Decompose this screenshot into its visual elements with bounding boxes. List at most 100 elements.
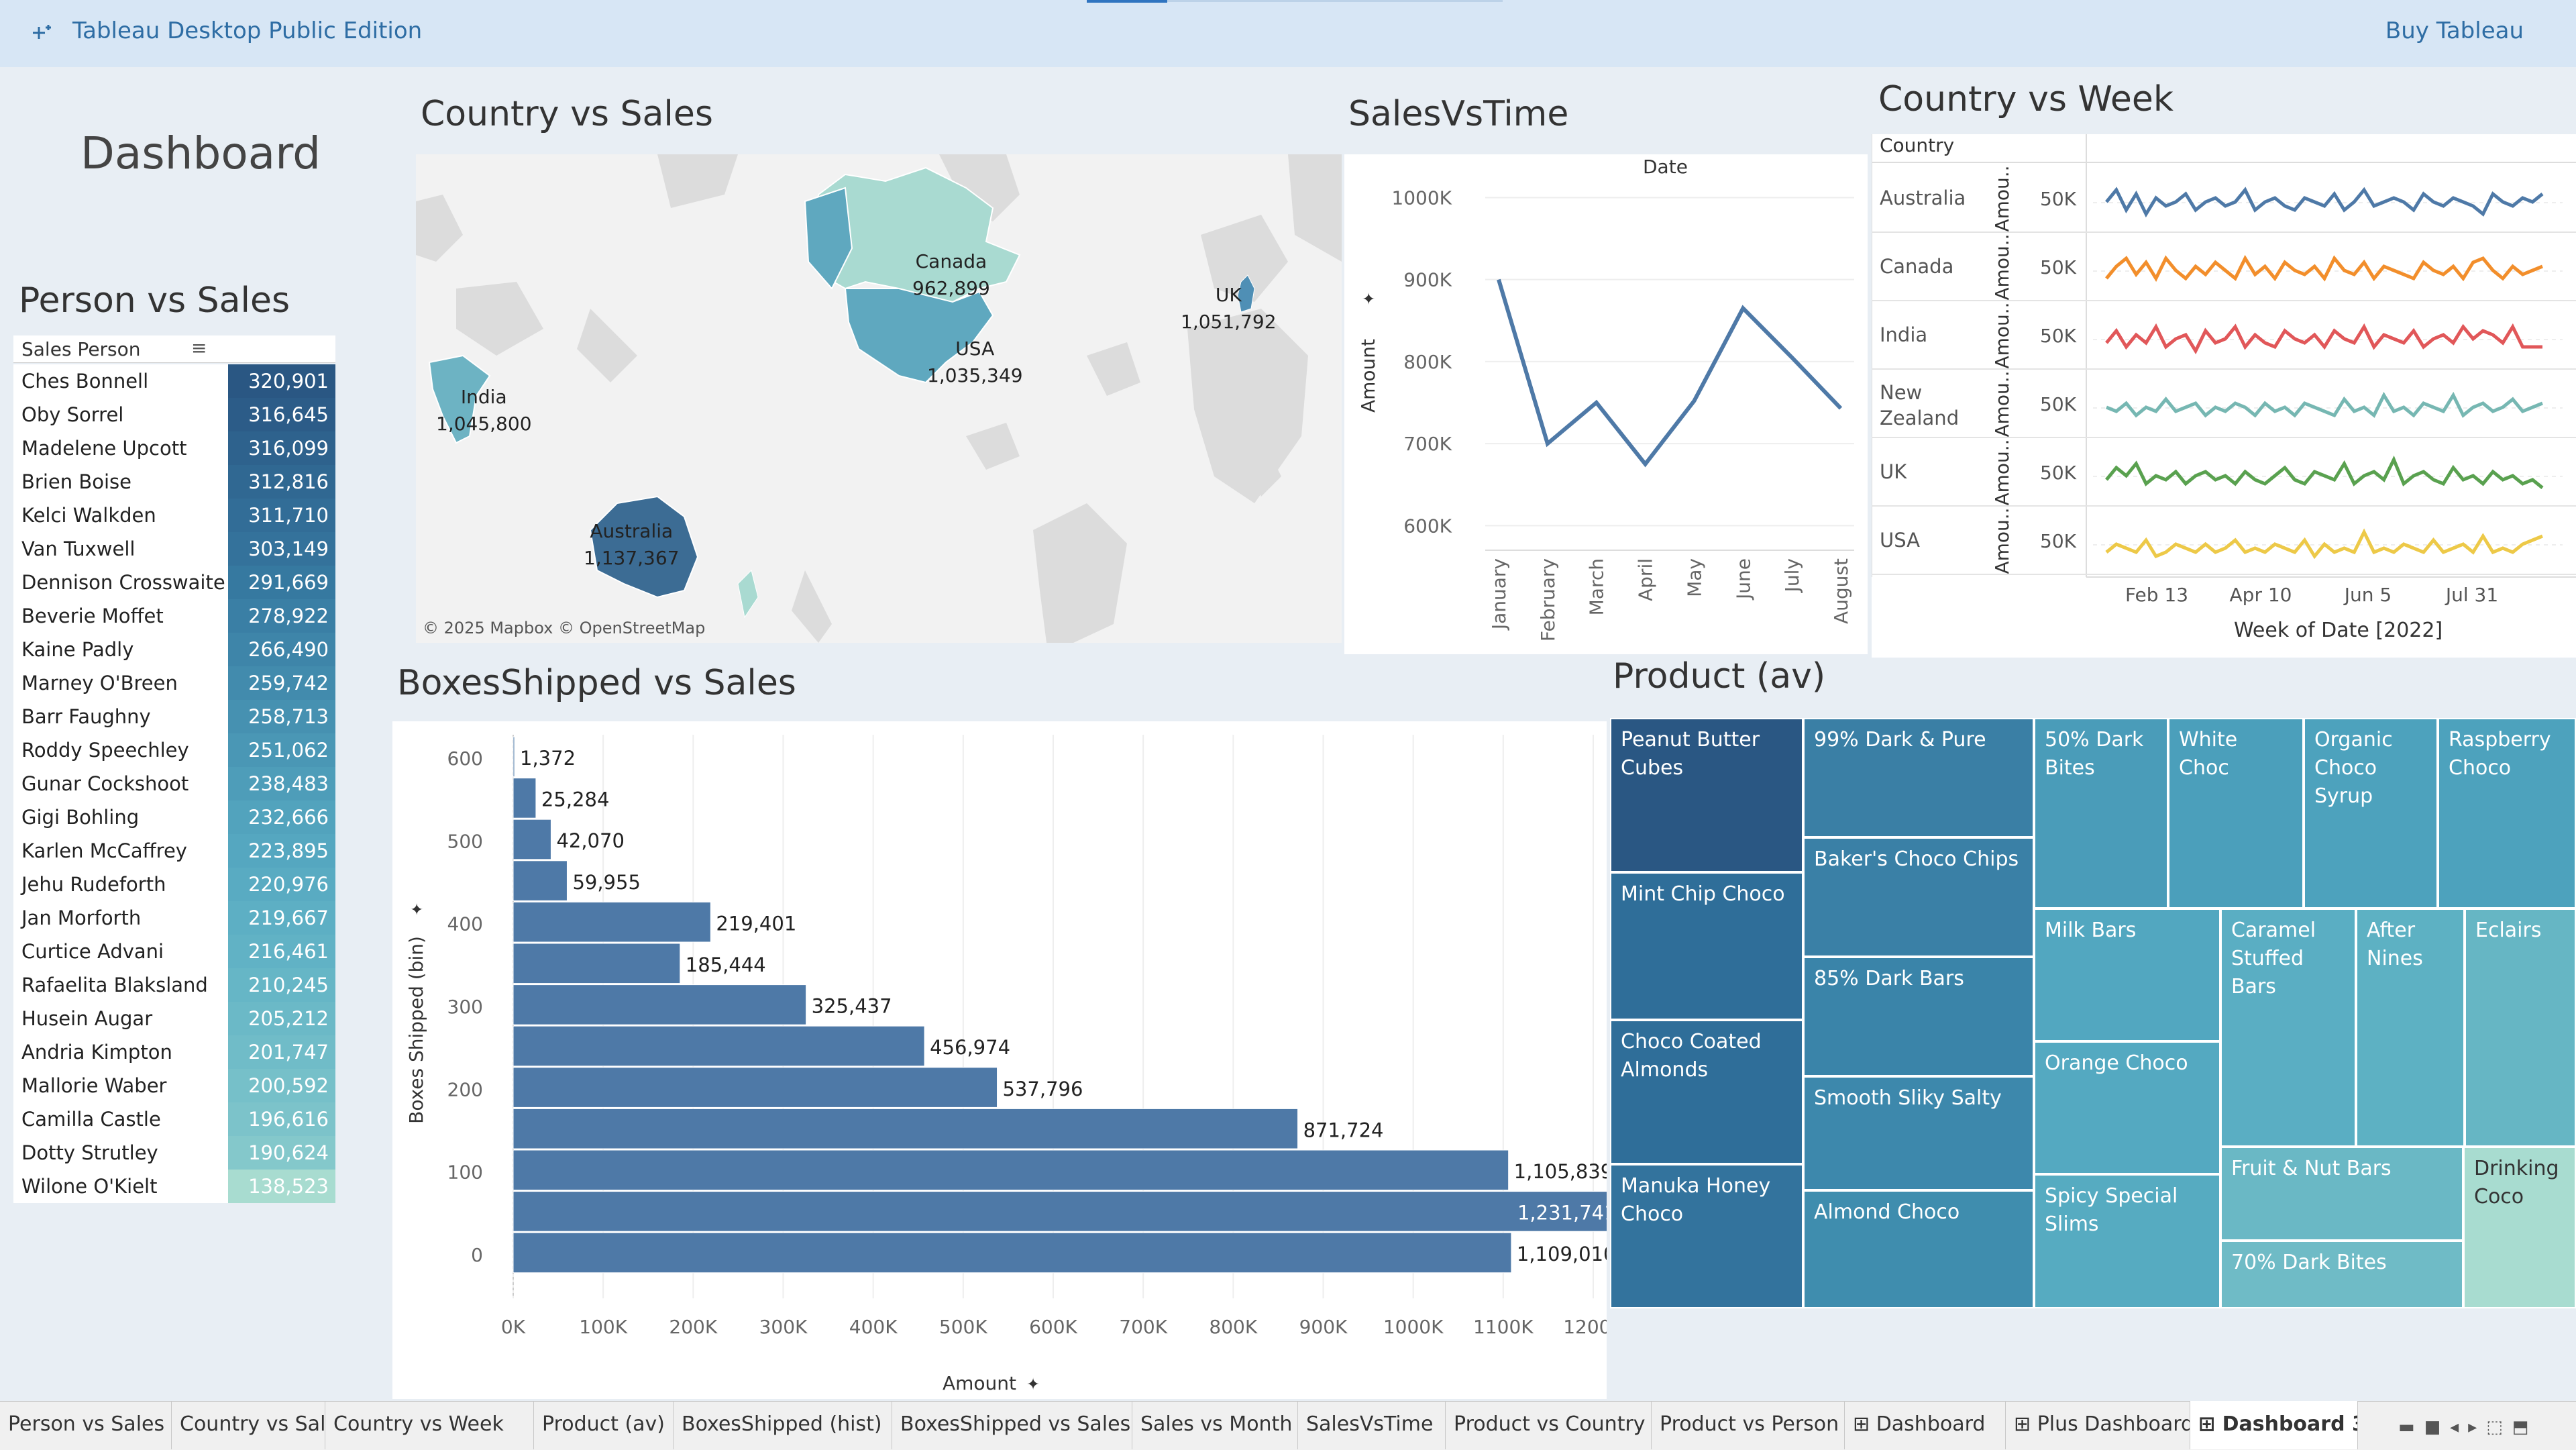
treemap-tile[interactable]: Caramel Stuffed Bars: [2220, 909, 2356, 1147]
treemap-tile[interactable]: Smooth Sliky Salty: [1803, 1076, 2034, 1190]
dashboard-title: Dashboard: [80, 127, 321, 179]
sheet-tab[interactable]: ⊞ Plus Dashboard: [2006, 1401, 2190, 1449]
sheet-tab[interactable]: Product (av): [534, 1401, 674, 1449]
treemap-tile[interactable]: Baker's Choco Chips: [1803, 837, 2034, 957]
treemap-tile[interactable]: Drinking Coco: [2463, 1147, 2576, 1308]
sheet-tab[interactable]: ⊞ Dashboard: [1845, 1401, 2006, 1449]
sales-person-name: Dotty Strutley: [21, 1141, 158, 1164]
treemap-tile[interactable]: Mint Chip Choco: [1610, 872, 1803, 1020]
sheet-tab[interactable]: Product vs Country: [1446, 1401, 1652, 1449]
country-name: India: [436, 384, 532, 411]
sales-person-name: Karlen McCaffrey: [21, 839, 187, 862]
y-axis-label: Amount: [1357, 339, 1379, 413]
tab-label: Sales vs Month: [1140, 1412, 1292, 1436]
x-tick-label: 200K: [669, 1316, 717, 1338]
treemap-tile[interactable]: Peanut Butter Cubes: [1610, 718, 1803, 872]
bar: [513, 1150, 1509, 1190]
sales-person-name: Husein Augar: [21, 1007, 152, 1030]
tab-nav-controls[interactable]: ▬■◂▸⬚⬒: [2398, 1417, 2538, 1437]
treemap-tile[interactable]: 50% Dark Bites: [2034, 718, 2168, 909]
country-sales-value: 962,899: [912, 275, 990, 302]
treemap-tile[interactable]: After Nines: [2356, 909, 2465, 1147]
row-axis-label: Amou..: [1991, 302, 2013, 368]
treemap-tile[interactable]: Choco Coated Almonds: [1610, 1020, 1803, 1164]
sort-icon[interactable]: ≡: [191, 337, 207, 359]
person-vs-sales-title: Person vs Sales: [19, 280, 290, 321]
pin-icon: ✦: [1360, 292, 1379, 305]
treemap-tile[interactable]: Orange Choco: [2034, 1041, 2220, 1174]
x-tick-label: 600K: [1029, 1316, 1077, 1338]
treemap-tile[interactable]: Organic Choco Syrup: [2304, 718, 2438, 909]
sales-person-name: Mallorie Waber: [21, 1074, 166, 1097]
sheet-tab[interactable]: Product vs Person: [1652, 1401, 1845, 1449]
sheet-tab[interactable]: Sales vs Month: [1132, 1401, 1298, 1449]
sheet-tab[interactable]: Country vs Sales: [172, 1401, 325, 1449]
person-row[interactable]: Jehu Rudeforth 220,976: [13, 868, 335, 901]
sheet-tab[interactable]: Person vs Sales: [0, 1401, 172, 1449]
row-y-tick: 50K: [2040, 530, 2077, 552]
y-tick-label: 900K: [1403, 269, 1452, 291]
treemap-tile[interactable]: 85% Dark Bars: [1803, 957, 2034, 1076]
sales-person-name: Jehu Rudeforth: [21, 873, 166, 896]
sales-value: 205,212: [228, 1002, 335, 1035]
sheet-tab[interactable]: Country vs Week: [325, 1401, 534, 1449]
sheet-tab[interactable]: BoxesShipped vs Sales: [892, 1401, 1132, 1449]
treemap-tile[interactable]: Raspberry Choco: [2438, 718, 2576, 909]
x-tick-label: 1200K: [1563, 1316, 1607, 1338]
buy-tableau-link[interactable]: Buy Tableau: [2385, 17, 2524, 44]
bar: [513, 1233, 1511, 1273]
tab-dashboard-3-active[interactable]: ⊞ Dashboard 3: [2190, 1401, 2358, 1449]
treemap-tile[interactable]: Fruit & Nut Bars: [2220, 1147, 2463, 1241]
treemap-tile[interactable]: Almond Choco: [1803, 1190, 2034, 1308]
app-header: Tableau Desktop Public Edition Buy Table…: [0, 0, 2576, 67]
bar: [513, 1068, 998, 1108]
x-tick-label: 800K: [1209, 1316, 1257, 1338]
bar: [513, 985, 806, 1025]
treemap-tile[interactable]: Manuka Honey Choco: [1610, 1164, 1803, 1308]
sales-value: 220,976: [228, 868, 335, 901]
tab-label: Product vs Country: [1454, 1412, 1646, 1436]
treemap-tile[interactable]: 99% Dark & Pure: [1803, 718, 2034, 837]
person-table-header: Sales Person ≡: [13, 335, 335, 363]
x-tick-label: March: [1586, 558, 1608, 615]
treemap-tile[interactable]: Spicy Special Slims: [2034, 1174, 2220, 1308]
treemap-tile[interactable]: White Choc: [2168, 718, 2304, 909]
treemap-tile[interactable]: Eclairs: [2465, 909, 2576, 1147]
treemap-tile[interactable]: 70% Dark Bites: [2220, 1241, 2463, 1308]
person-row[interactable]: Husein Augar 205,212: [13, 1002, 335, 1035]
bar-value-label: 219,401: [716, 912, 796, 935]
sheet-tab[interactable]: BoxesShipped (hist): [674, 1401, 892, 1449]
treemap-tile[interactable]: Milk Bars: [2034, 909, 2220, 1041]
country-sales-value: 1,045,800: [436, 411, 532, 437]
sheet-tab[interactable]: SalesVsTime: [1298, 1401, 1446, 1449]
